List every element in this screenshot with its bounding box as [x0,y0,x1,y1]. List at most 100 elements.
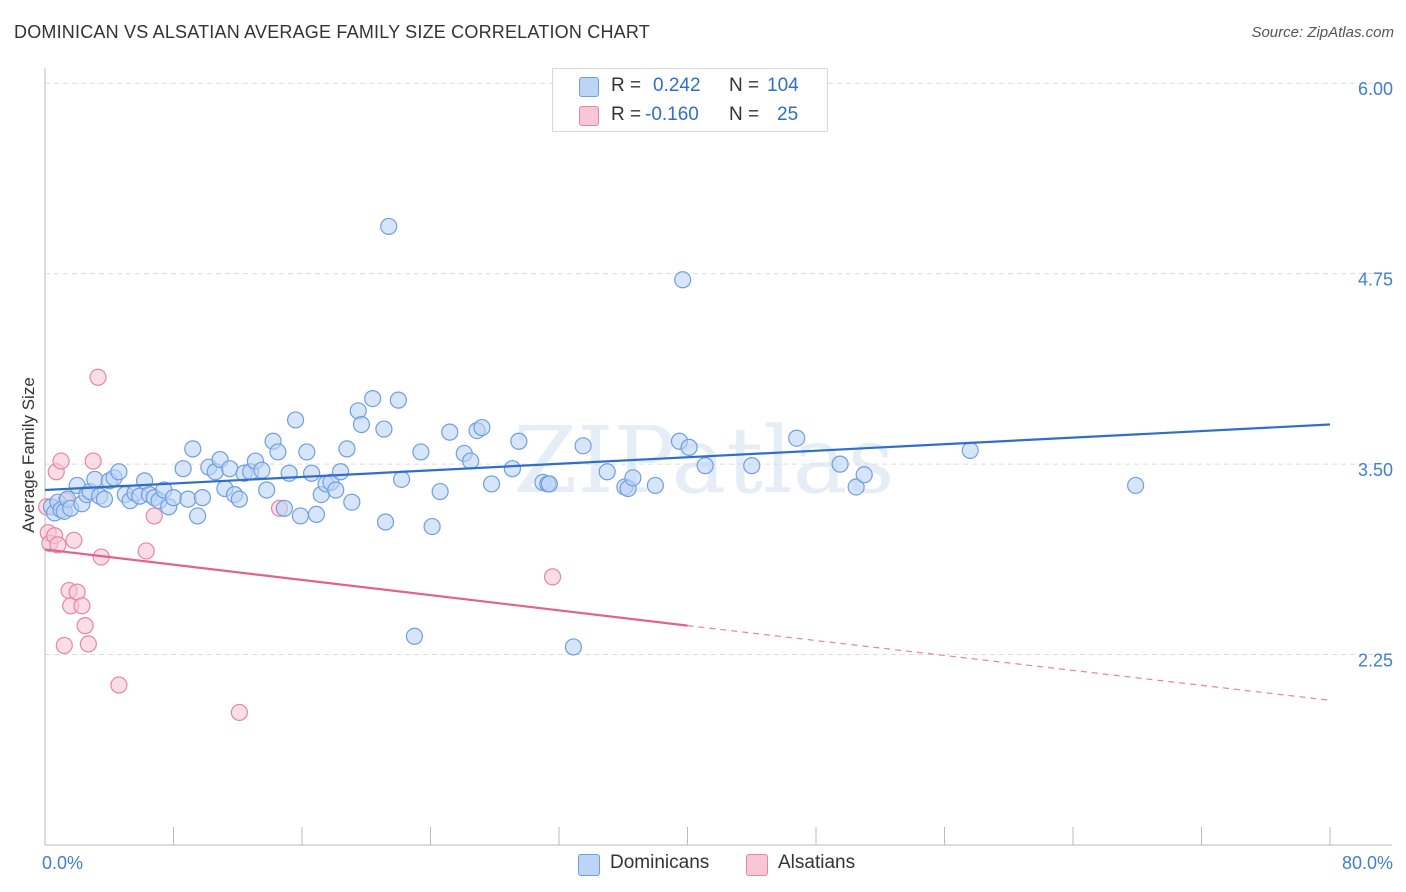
source-label: Source: ZipAtlas.com [1251,24,1394,41]
dominican-point [412,443,430,461]
dominican-point [376,513,395,531]
dominican-point [352,415,371,434]
n-value: 104 [767,75,799,96]
n-label: N = [729,75,760,96]
r-label: R = [611,75,642,96]
dominican-point [343,493,361,511]
alsatian-point [137,542,155,560]
dominican-point [674,271,692,289]
dominican-point [574,437,592,455]
dominican-point [462,452,480,470]
dominican-point [286,411,305,429]
alsatian-point [76,617,94,635]
r-label: R = [611,104,642,125]
dominican-point [473,418,491,437]
dominican-point [193,489,212,507]
dominican-point [253,461,271,479]
dominican-point [188,507,207,525]
legend-row-dominicans: R = 0.242 N = 104 [553,71,827,101]
y-tick-label: 4.75 [1358,270,1393,290]
dominican-point [831,455,849,473]
dominican-point [275,499,293,517]
pink-swatch [746,854,768,876]
dominican-point [221,460,239,478]
dominican-trend-line [44,423,1331,492]
alsatian-point [110,676,128,694]
dominican-point [174,460,192,478]
dominican-point [327,481,345,499]
correlation-legend: R = 0.242 N = 104 R = -0.160 N = 25 [552,68,828,132]
n-label: N = [729,104,760,125]
alsatian-trend-extension [687,625,1331,701]
dominican-point [258,481,276,499]
dominican-point [743,457,761,475]
dominican-point [380,217,398,236]
dominican-point [441,423,459,441]
dominican-point [307,505,326,523]
alsatian-point [89,368,107,386]
alsatian-point [52,452,70,470]
dominican-point [961,441,979,460]
chart-title: DOMINICAN VS ALSATIAN AVERAGE FAMILY SIZ… [14,22,650,42]
dominican-point [95,490,114,508]
dominican-point [540,475,558,493]
dominican-point [646,476,664,495]
y-tick-label: 3.50 [1358,460,1393,480]
dominican-point [847,478,865,496]
dominican-point [1127,476,1145,495]
dominican-point [598,463,616,481]
dominican-point [303,464,321,482]
legend-row-alsatians: R = -0.160 N = 25 [553,100,827,130]
alsatian-point [79,635,97,653]
blue-swatch [579,77,599,97]
legend-label: Alsatians [778,852,856,873]
legend-label: Dominicans [610,852,710,873]
dominican-point [298,443,316,461]
dominican-point [338,440,356,458]
alsatian-point [49,536,67,554]
dominican-point [680,438,698,456]
y-tick-label: 2.25 [1358,651,1393,671]
dominican-point [86,470,104,488]
x-tick-label: 80.0% [1342,853,1393,873]
dominican-point [230,490,248,508]
dominican-point [510,432,528,450]
dominican-point [624,469,642,487]
dominican-point [375,420,393,438]
x-tick-label: 0.0% [42,853,83,873]
dominican-point [179,490,197,508]
dominican-point [855,466,873,484]
alsatian-point [145,507,163,525]
alsatian-point [543,568,562,586]
n-value: 25 [777,104,799,125]
alsatian-point [65,531,83,549]
dominican-point [269,443,287,461]
dominican-point [291,507,309,525]
dominican-point [564,638,583,656]
alsatian-point [55,636,73,655]
pink-swatch [579,106,599,126]
r-value: 0.242 [653,75,701,96]
alsatian-point [230,703,248,722]
dominican-point [405,627,424,645]
dominican-point [389,391,407,409]
alsatian-point [73,597,91,615]
dominican-point [431,482,449,501]
blue-swatch [578,854,600,876]
r-value: -0.160 [645,104,699,125]
dominican-point [696,457,714,475]
dominican-point [503,460,522,478]
y-tick-label: 6.00 [1358,79,1393,99]
dominican-point [482,475,501,493]
dominican-point [392,470,411,488]
y-axis-label: Average Family Size [19,377,38,533]
dominican-point [331,463,350,481]
dominican-point [164,489,183,507]
series-legend: Dominicans Alsatians [0,852,1406,878]
dominican-point [110,463,128,481]
dominican-point [423,517,441,536]
dominican-point [184,440,202,458]
alsatian-point [84,452,102,470]
dominican-point [788,429,806,447]
